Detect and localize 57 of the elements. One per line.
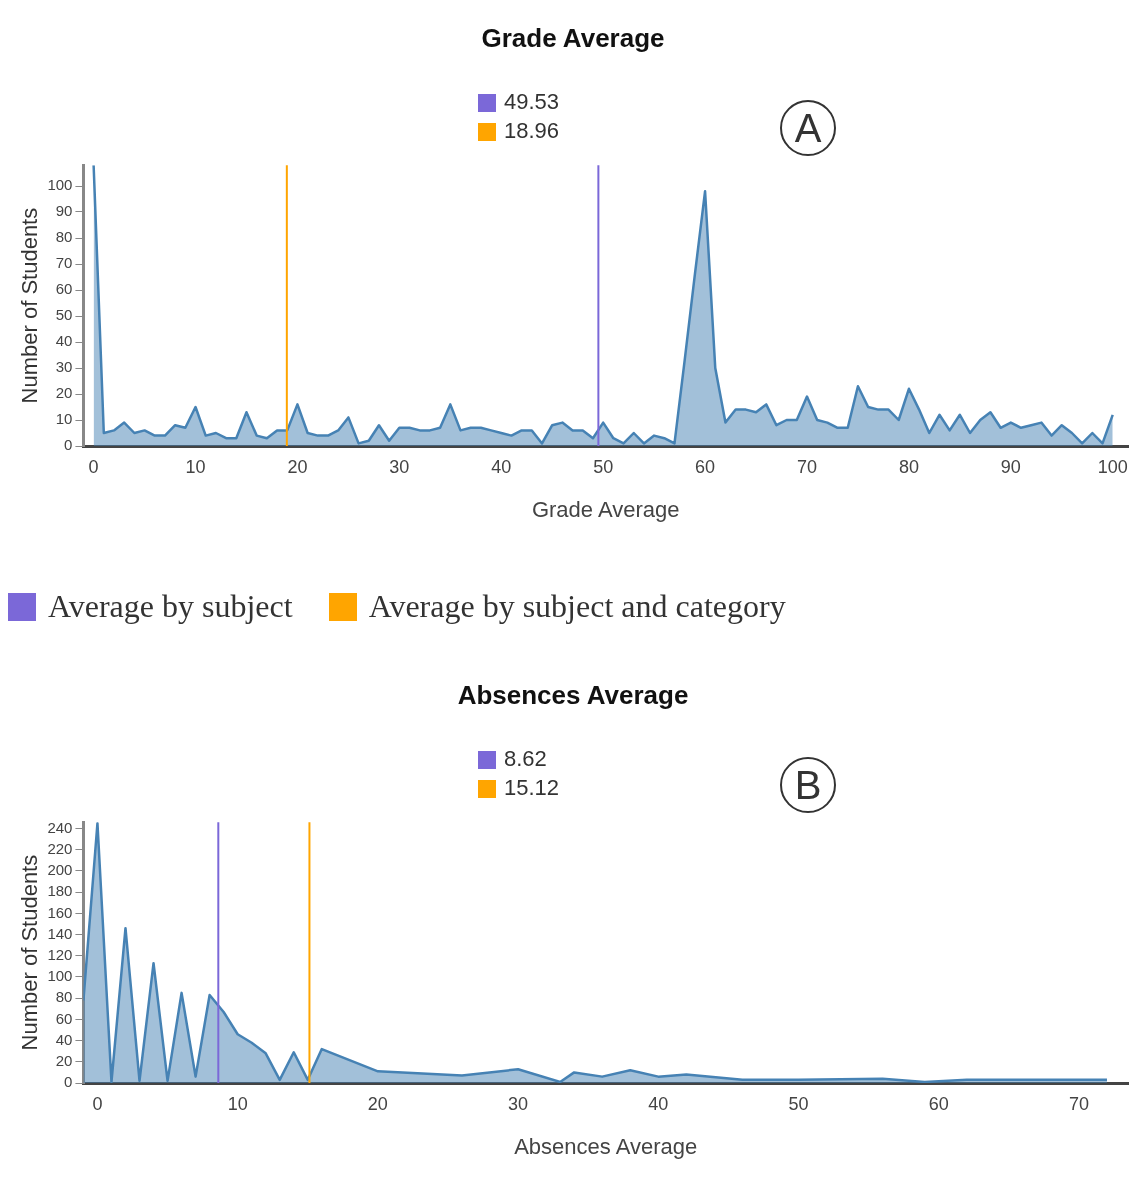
y-tick-label: 100	[47, 176, 73, 194]
x-tick-label: 30	[508, 1093, 529, 1114]
x-tick-label: 80	[898, 456, 919, 477]
y-axis-title: Number of Students	[17, 207, 43, 404]
y-tick-label: 220	[47, 839, 73, 857]
x-tick-label: 10	[227, 1093, 248, 1114]
y-tick-label: 50	[55, 306, 73, 324]
x-axis-title: Absences Average	[514, 1133, 698, 1159]
y-tick-label: 70	[55, 254, 73, 272]
y-tick-label: 0	[64, 436, 73, 454]
x-tick-label: 50	[788, 1093, 809, 1114]
legend-label: 49.53	[504, 89, 560, 115]
y-tick-label: 20	[55, 384, 73, 402]
chart-title: Absences Average	[457, 679, 689, 710]
x-tick-label: 30	[389, 456, 410, 477]
x-tick-label: 50	[593, 456, 614, 477]
y-tick-label: 140	[47, 924, 73, 942]
y-axis-title: Number of Students	[17, 854, 43, 1051]
y-tick-label: 80	[55, 228, 73, 246]
y-tick-label: 10	[55, 410, 73, 428]
legend-label: 8.62	[504, 746, 547, 772]
x-tick-label: 100	[1097, 456, 1128, 477]
x-tick-label: 20	[367, 1093, 388, 1114]
y-tick-label: 0	[64, 1073, 73, 1091]
x-tick-label: 60	[928, 1093, 949, 1114]
y-tick-label: 160	[47, 903, 73, 921]
y-tick-label: 90	[55, 202, 73, 220]
y-tick-label: 60	[55, 280, 73, 298]
y-tick-label: 240	[47, 818, 73, 836]
y-tick-label: 40	[55, 332, 73, 350]
x-tick-label: 0	[92, 1093, 103, 1114]
x-tick-label: 40	[491, 456, 512, 477]
legend-label: 15.12	[504, 775, 560, 801]
y-tick-label: 120	[47, 945, 73, 963]
y-tick-label: 80	[55, 988, 73, 1006]
x-tick-label: 20	[287, 456, 308, 477]
x-tick-label: 90	[1000, 456, 1021, 477]
text: Average by subject and category	[368, 588, 786, 625]
y-tick-label: 100	[47, 967, 73, 985]
x-tick-label: 70	[1068, 1093, 1089, 1114]
y-tick-label: 40	[55, 1030, 73, 1048]
y-tick-label: 20	[55, 1051, 73, 1069]
circle-outline: B	[780, 757, 836, 813]
x-tick-label: 10	[185, 456, 206, 477]
y-tick-label: 180	[47, 882, 73, 900]
y-tick-label: 200	[47, 861, 73, 879]
chart-title: Grade Average	[481, 22, 665, 53]
x-tick-label: 40	[648, 1093, 669, 1114]
y-tick-label: 30	[55, 358, 73, 376]
x-tick-label: 70	[796, 456, 817, 477]
legend-label: 18.96	[504, 118, 560, 144]
y-tick-label: 60	[55, 1009, 73, 1027]
x-tick-label: 0	[88, 456, 99, 477]
text: Average by subject	[48, 588, 293, 625]
x-axis-title: Grade Average	[531, 496, 680, 522]
x-tick-label: 60	[695, 456, 716, 477]
circle-outline: A	[780, 100, 836, 156]
